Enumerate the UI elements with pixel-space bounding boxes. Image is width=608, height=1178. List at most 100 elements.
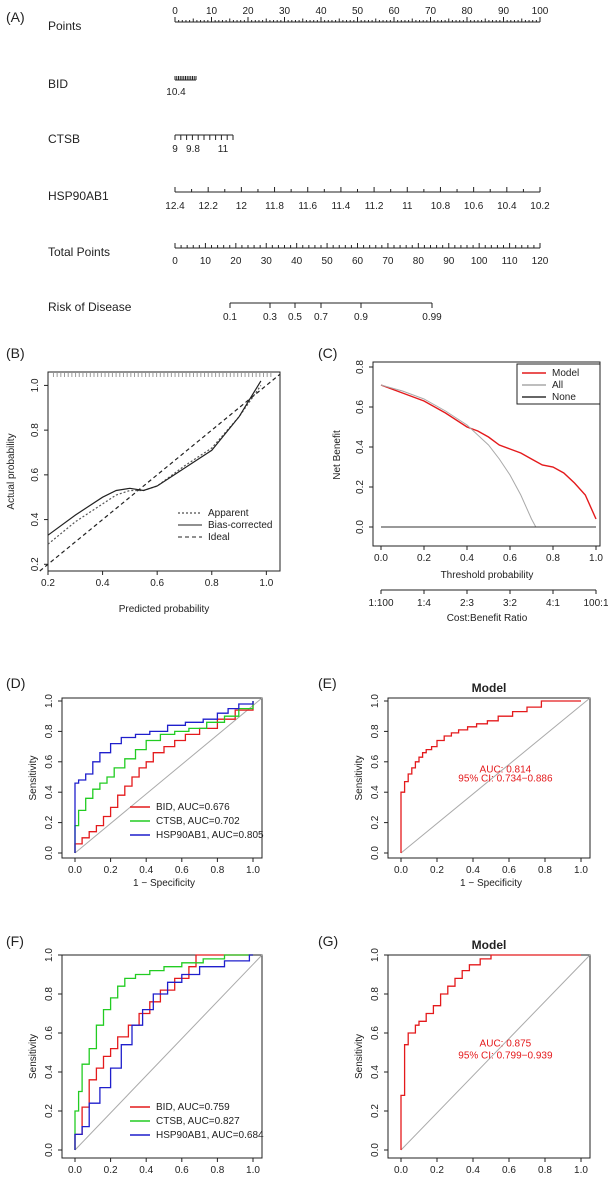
panel-label: (D)	[6, 675, 25, 691]
hsp90ab1-label: 11.8	[265, 201, 284, 212]
x-tick-label: 1.0	[574, 865, 588, 876]
x-axis-label: Predicted probability	[119, 604, 210, 615]
points-tick-label: 10	[206, 6, 218, 17]
hsp90ab1-label: 11.2	[365, 201, 384, 212]
points-tick-label: 60	[388, 6, 400, 17]
x-tick-label: 0.4	[139, 1165, 153, 1176]
x-tick-label: 1.0	[259, 578, 273, 589]
x-axis-label: 1 − Specificity	[460, 878, 522, 889]
legend-label: CTSB, AUC=0.702	[156, 816, 240, 827]
x-tick-label: 0.0	[394, 865, 408, 876]
panel-label: (B)	[6, 345, 25, 361]
y-tick-label: 1.0	[30, 378, 41, 392]
series-model	[380, 384, 597, 520]
x-tick-label: 0.2	[417, 553, 431, 564]
hsp90ab1-label: 12	[236, 201, 248, 212]
panel-label: (E)	[318, 675, 337, 691]
reference-line	[74, 954, 263, 1151]
roc-curve-ctsb	[74, 701, 254, 853]
plot-frame	[61, 954, 263, 1159]
legend-label: HSP90AB1, AUC=0.805	[156, 830, 264, 841]
row-label: CTSB	[48, 132, 80, 146]
legend-label: None	[552, 392, 576, 403]
risk-label: 0.3	[263, 312, 277, 323]
ctsb-label: 9	[172, 144, 178, 155]
points-tick-label: 70	[425, 6, 437, 17]
x-tick-label: 0.0	[68, 865, 82, 876]
x-tick-label: 0.4	[460, 553, 474, 564]
legend-label: Apparent	[208, 508, 249, 519]
y-axis-label: Sensitivity	[28, 755, 39, 800]
x-tick-label: 0.6	[150, 578, 164, 589]
y-tick-label: 0.0	[355, 520, 366, 534]
y-tick-label: 0.2	[355, 480, 366, 494]
x-tick-label: 0.2	[104, 1165, 118, 1176]
ratio-tick-label: 100:1	[583, 598, 608, 609]
hsp90ab1-label: 12.4	[165, 201, 185, 212]
total-tick-label: 120	[532, 256, 549, 267]
bid-label: 10.4	[166, 87, 186, 98]
x-axis-label: Threshold probability	[441, 570, 534, 581]
x-tick-label: 0.0	[68, 1165, 82, 1176]
legend-label: CTSB, AUC=0.827	[156, 1116, 240, 1127]
x-tick-label: 0.2	[430, 865, 444, 876]
y-tick-label: 0.4	[355, 440, 366, 454]
risk-label: 0.99	[422, 312, 442, 323]
x-axis-label: 1 − Specificity	[133, 878, 195, 889]
panel-label: (F)	[6, 933, 24, 949]
y-tick-label: 0.4	[370, 785, 381, 799]
points-tick-label: 50	[352, 6, 364, 17]
roc-curve-ctsb	[74, 954, 253, 1150]
points-tick-label: 40	[315, 6, 327, 17]
panel-b-calibration: (B) 0.20.2 0.4 0.4 0.6 0.6 0.8 0.8 1.0 1.0 Predict…	[6, 345, 281, 615]
x-tick-label: 0.8	[538, 865, 552, 876]
series-bias-corrected	[47, 380, 262, 536]
y-tick-label: 0.6	[370, 1026, 381, 1040]
y-tick-label: 0.8	[370, 987, 381, 1001]
y-tick-label: 0.8	[30, 423, 41, 437]
reference-line	[74, 697, 263, 854]
panel-a-nomogram: (A) Points BID CTSB HSP90AB1 Total Points Risk…	[6, 6, 550, 323]
points-tick-label: 30	[279, 6, 291, 17]
y-tick-label: 0.0	[370, 846, 381, 860]
x-tick-label: 1.0	[589, 553, 603, 564]
total-tick-label: 80	[413, 256, 425, 267]
x-tick-label: 0.4	[139, 865, 153, 876]
y-tick-label: 0.2	[370, 815, 381, 829]
x-tick-label: 0.8	[210, 1165, 224, 1176]
x-tick-label: 0.8	[538, 1165, 552, 1176]
panel-g-roc-model-validation: (G)0.00.00.20.20.40.40.60.60.80.81.01.01…	[318, 933, 591, 1176]
points-tick-label: 20	[242, 6, 254, 17]
roc-curve-bid	[74, 701, 254, 853]
row-label: Points	[48, 19, 81, 33]
hsp90ab1-label: 10.8	[431, 201, 451, 212]
plot-title: Model	[472, 938, 507, 952]
y-tick-label: 0.2	[370, 1104, 381, 1118]
y-tick-label: 0.6	[355, 400, 366, 414]
x-tick-label: 1.0	[574, 1165, 588, 1176]
hsp90ab1-label: 12.2	[198, 201, 218, 212]
roc-curve-model	[400, 954, 581, 1150]
hsp90ab1-label: 10.4	[497, 201, 517, 212]
ratio-tick-label: 4:1	[546, 598, 560, 609]
ratio-tick-label: 3:2	[503, 598, 517, 609]
y-axis-label: Actual probability	[6, 433, 17, 509]
x-tick-label: 0.2	[430, 1165, 444, 1176]
legend-label: All	[552, 380, 563, 391]
total-tick-label: 110	[502, 256, 518, 267]
total-tick-label: 100	[471, 256, 488, 267]
ratio-tick-label: 2:3	[460, 598, 474, 609]
roc-curve-hsp90ab1	[74, 701, 254, 853]
legend-label: HSP90AB1, AUC=0.684	[156, 1130, 264, 1141]
total-tick-label: 90	[443, 256, 455, 267]
reference-line	[400, 697, 591, 854]
plot-frame	[61, 697, 263, 859]
x-tick-label: 0.4	[96, 578, 110, 589]
hsp90ab1-label: 11	[402, 201, 413, 212]
y-tick-label: 1.0	[44, 694, 55, 708]
plot-frame	[47, 371, 281, 572]
x-tick-label: 1.0	[246, 865, 260, 876]
total-tick-label: 10	[200, 256, 212, 267]
auc-annotation: AUC: 0.814	[480, 764, 532, 775]
x-tick-label: 0.8	[205, 578, 219, 589]
